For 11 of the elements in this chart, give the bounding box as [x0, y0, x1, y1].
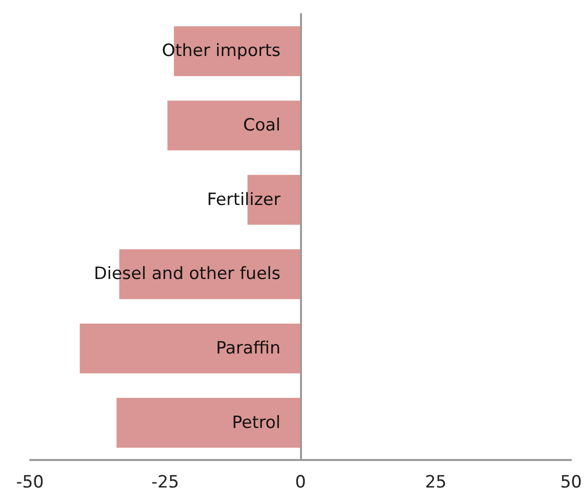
x-tick-label: -50	[16, 472, 44, 492]
x-tick-label: -25	[151, 472, 180, 492]
y-tick-label: Coal	[243, 116, 280, 136]
x-tick-label: 50	[560, 472, 582, 492]
y-tick-label: Petrol	[232, 412, 280, 433]
x-tick-label: 0	[295, 472, 306, 492]
y-tick-label: Diesel and other fuels	[94, 264, 281, 284]
y-tick-label: Paraffin	[216, 338, 280, 358]
y-tick-label: Fertilizer	[206, 190, 280, 210]
y-tick-label: Other imports	[162, 41, 281, 62]
x-tick-label: 25	[424, 472, 447, 492]
